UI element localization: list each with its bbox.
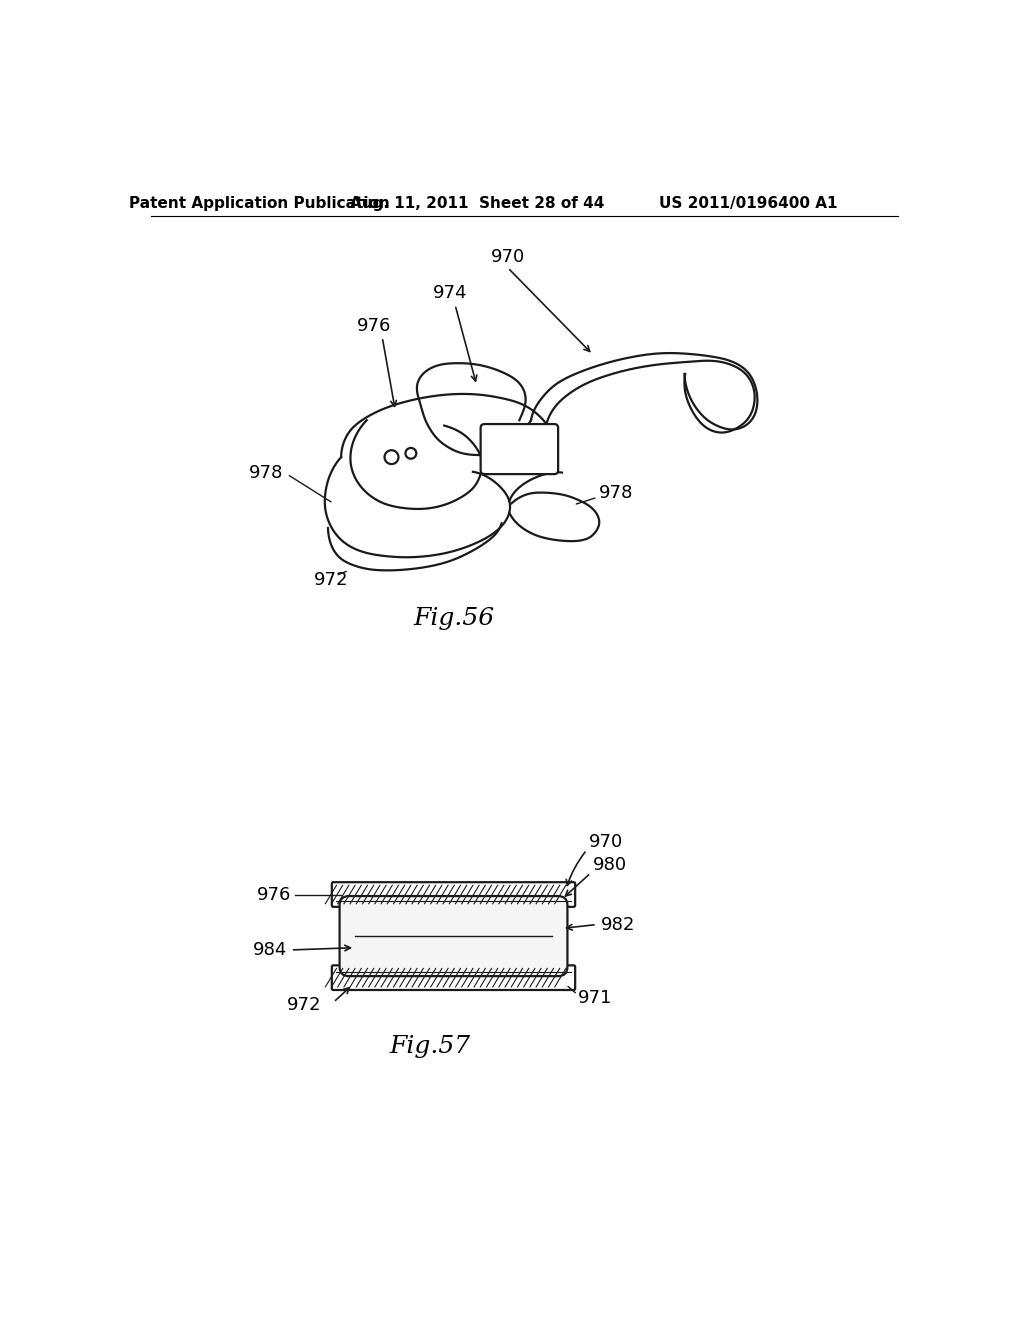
Text: 984: 984 xyxy=(253,941,287,958)
Text: 974: 974 xyxy=(432,284,467,302)
Text: 976: 976 xyxy=(357,317,391,335)
Text: 971: 971 xyxy=(578,989,612,1007)
Text: Aug. 11, 2011  Sheet 28 of 44: Aug. 11, 2011 Sheet 28 of 44 xyxy=(349,195,604,211)
Text: 970: 970 xyxy=(589,833,624,851)
Text: 982: 982 xyxy=(601,916,635,933)
Text: US 2011/0196400 A1: US 2011/0196400 A1 xyxy=(658,195,838,211)
FancyBboxPatch shape xyxy=(480,424,558,474)
Text: 978: 978 xyxy=(599,484,634,503)
Text: 980: 980 xyxy=(593,857,627,874)
Text: 978: 978 xyxy=(249,463,284,482)
FancyBboxPatch shape xyxy=(332,882,575,907)
Text: 970: 970 xyxy=(490,248,525,265)
Text: Fig.57: Fig.57 xyxy=(390,1035,471,1057)
Text: Patent Application Publication: Patent Application Publication xyxy=(129,195,390,211)
Text: 972: 972 xyxy=(288,997,322,1014)
Text: 976: 976 xyxy=(256,886,291,903)
Text: Fig.56: Fig.56 xyxy=(413,607,494,631)
Text: 972: 972 xyxy=(313,572,348,589)
FancyBboxPatch shape xyxy=(340,896,567,977)
FancyBboxPatch shape xyxy=(332,965,575,990)
